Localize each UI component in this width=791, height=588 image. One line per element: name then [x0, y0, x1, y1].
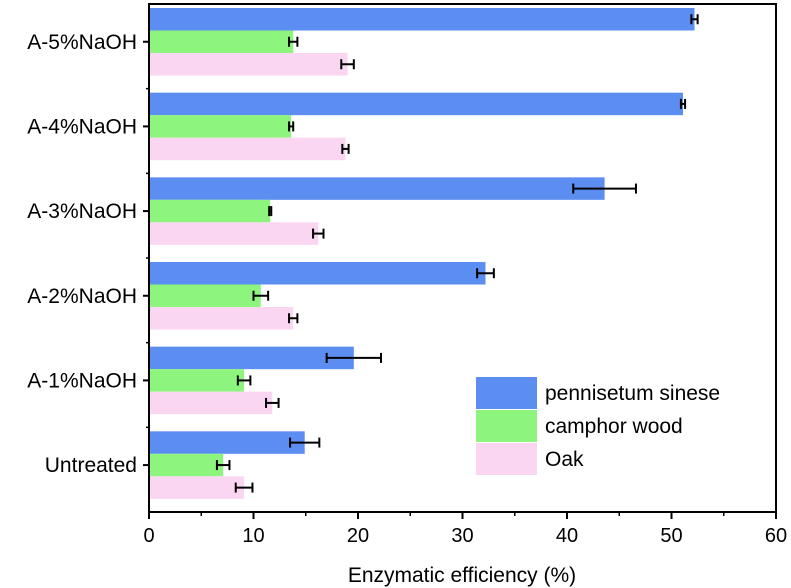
category-label: A-4%NaOH [27, 115, 137, 138]
bar-pennisetum-sinese-1 [149, 92, 683, 116]
x-tick-label: 40 [556, 525, 578, 547]
error-bar [215, 460, 231, 471]
error-bar [679, 98, 687, 109]
x-tick-label: 30 [451, 525, 473, 547]
error-bar [289, 437, 321, 448]
legend-label: pennisetum sinese [545, 382, 720, 405]
error-bar [252, 290, 270, 301]
error-bar [476, 268, 495, 279]
x-tick-label: 0 [143, 525, 154, 547]
bar-camphor-wood-4 [149, 369, 245, 392]
error-bar [572, 183, 637, 194]
bar-oak-4 [149, 391, 273, 415]
error-bar [288, 121, 295, 132]
error-bar [325, 352, 382, 363]
bar-oak-2 [149, 222, 319, 245]
bar-pennisetum-sinese-3 [149, 262, 486, 285]
legend-label: camphor wood [545, 415, 683, 438]
error-bar [341, 143, 350, 154]
x-tick-label: 60 [765, 525, 787, 547]
error-bar [340, 59, 355, 70]
bar-pennisetum-sinese-2 [149, 177, 605, 200]
legend-label: Oak [545, 448, 584, 471]
bar-oak-1 [149, 137, 346, 161]
bar-pennisetum-sinese-5 [149, 431, 305, 454]
error-bar [288, 313, 299, 324]
error-bar [268, 206, 273, 217]
bar-pennisetum-sinese-0 [149, 8, 695, 31]
bar-camphor-wood-1 [149, 115, 292, 138]
bar-camphor-wood-2 [149, 199, 271, 223]
error-bar [234, 482, 254, 493]
legend-swatch [476, 377, 537, 409]
error-bar [312, 228, 325, 239]
error-bar [236, 375, 252, 386]
category-label: A-1%NaOH [27, 369, 137, 392]
bar-oak-3 [149, 307, 294, 330]
legend-swatch [476, 410, 537, 442]
category-label: A-5%NaOH [27, 31, 137, 54]
error-bar [288, 36, 299, 47]
x-tick-label: 50 [660, 525, 682, 547]
error-bar [690, 14, 699, 25]
bar-camphor-wood-0 [149, 30, 294, 53]
category-label: A-2%NaOH [27, 285, 137, 308]
category-label: Untreated [45, 454, 137, 477]
legend-swatch [476, 443, 537, 475]
bar-camphor-wood-5 [149, 453, 224, 477]
x-tick-label: 20 [347, 525, 369, 547]
x-tick-label: 10 [242, 525, 264, 547]
x-axis-title: Enzymatic efficiency (%) [348, 564, 576, 587]
category-label: A-3%NaOH [27, 200, 137, 223]
bar-pennisetum-sinese-4 [149, 346, 354, 370]
bar-oak-5 [149, 476, 245, 499]
bar-camphor-wood-3 [149, 284, 261, 307]
bar-oak-0 [149, 53, 348, 76]
error-bar [265, 397, 280, 408]
